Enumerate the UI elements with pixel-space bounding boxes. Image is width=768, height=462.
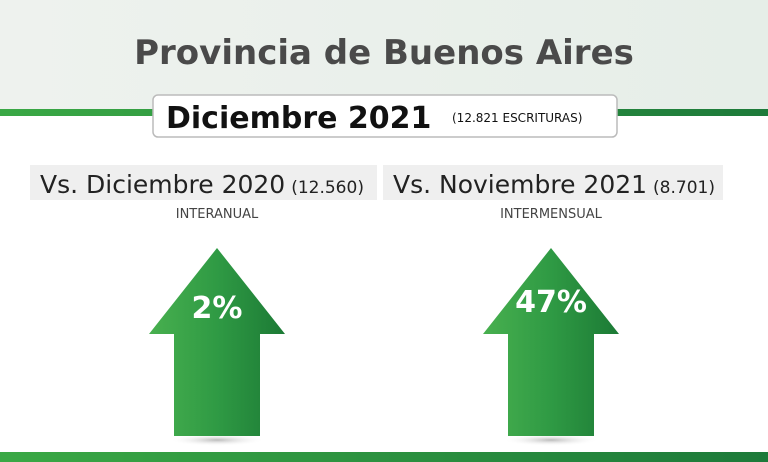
arrow	[149, 248, 285, 436]
comparison-name: Vs. Noviembre 2021	[393, 170, 647, 199]
change: 47%	[515, 285, 587, 320]
footer-rule	[0, 452, 768, 462]
comparison-box	[30, 165, 377, 200]
arrow	[483, 248, 619, 436]
comparison-kind: INTERANUAL	[176, 207, 259, 222]
period: Diciembre 2021	[166, 101, 431, 136]
comparison-count: (8.701)	[653, 178, 715, 198]
comparison-label: Vs. Noviembre 2021 (8.701)	[393, 170, 715, 199]
total: (12.821 ESCRITURAS)	[452, 111, 582, 125]
comparison-name: Vs. Diciembre 2020	[40, 170, 285, 199]
change: 2%	[192, 291, 243, 326]
comparison-kind: INTERMENSUAL	[500, 207, 603, 222]
arrow-shadow	[169, 434, 265, 446]
header-background	[0, 0, 768, 112]
period-box	[152, 94, 618, 138]
comparison-label: Vs. Diciembre 2020 (12.560)	[40, 170, 364, 199]
comparison-box	[383, 165, 723, 200]
arrow-shadow	[503, 434, 599, 446]
title: Provincia de Buenos Aires	[134, 33, 634, 73]
comparison-count: (12.560)	[291, 178, 364, 198]
